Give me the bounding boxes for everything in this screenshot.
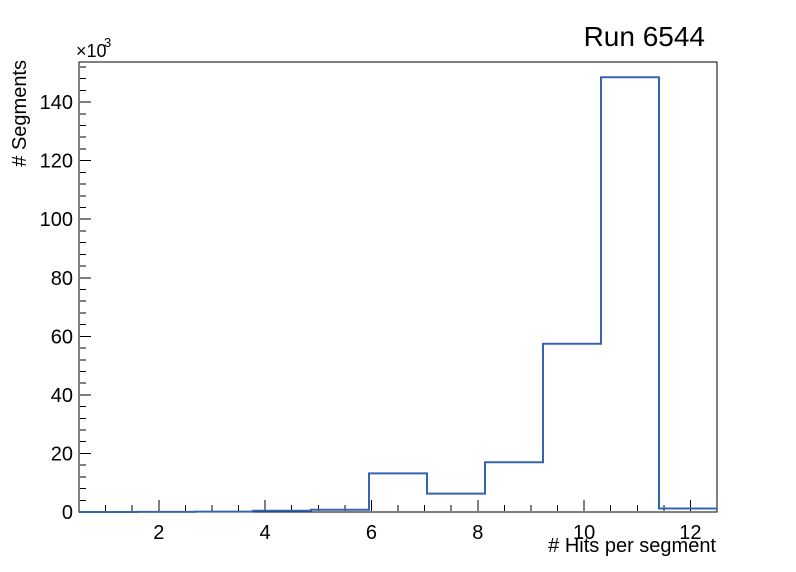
y-tick-label: 0 — [62, 502, 73, 524]
y-tick-label: 20 — [51, 443, 73, 465]
axis-ticks — [80, 66, 691, 513]
y-tick-label: 40 — [51, 385, 73, 407]
x-tick-label: 12 — [679, 522, 701, 544]
x-tick-label: 6 — [366, 522, 377, 544]
x-axis-title: # Hits per segment — [548, 535, 716, 557]
x-tick-label: 10 — [573, 522, 595, 544]
y-tick-label: 120 — [40, 151, 73, 173]
y-tick-label: 100 — [40, 209, 73, 231]
y-tick-label: 80 — [51, 268, 73, 290]
plot-frame — [78, 61, 718, 513]
y-tick-label: 140 — [40, 92, 73, 114]
y-axis-multiplier-exponent: 3 — [104, 35, 111, 50]
histogram-line — [79, 76, 717, 513]
plot-title: Run 6544 — [584, 21, 705, 52]
x-tick-label: 8 — [472, 522, 483, 544]
y-axis-title: # Segments — [9, 60, 31, 167]
y-tick-label: 60 — [51, 326, 73, 348]
x-tick-label: 4 — [260, 522, 271, 544]
x-tick-label: 2 — [153, 522, 164, 544]
y-axis-multiplier-base: ×10 — [76, 41, 107, 61]
